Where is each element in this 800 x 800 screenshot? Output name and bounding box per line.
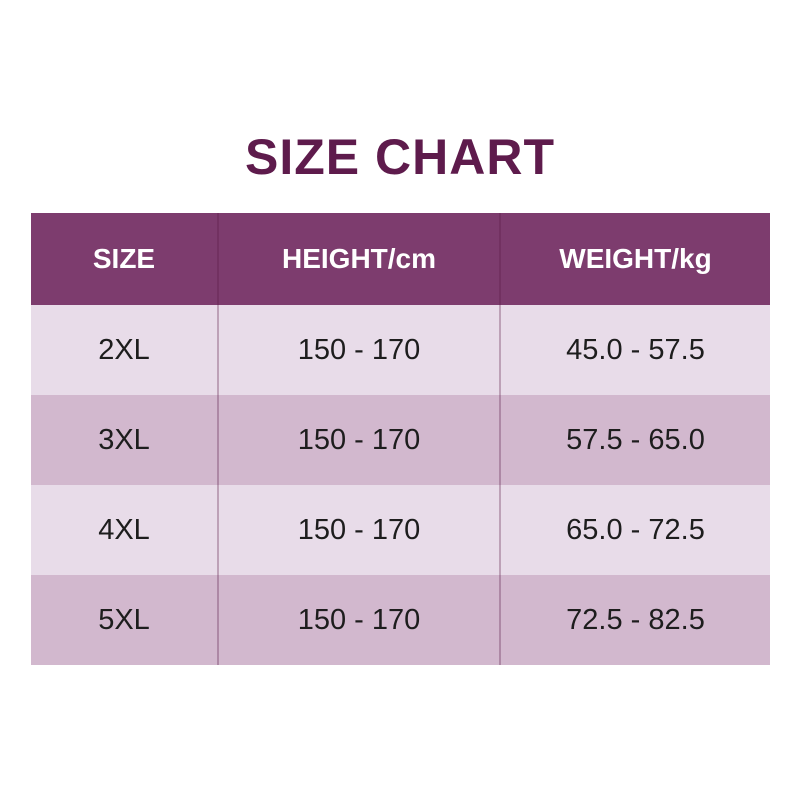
cell-height-range: 150 - 170 bbox=[217, 485, 499, 575]
cell-weight-range: 57.5 - 65.0 bbox=[499, 395, 770, 485]
table-row: 3XL 150 - 170 57.5 - 65.0 bbox=[31, 395, 770, 485]
cell-size: 4XL bbox=[98, 513, 150, 546]
header-cell-size: SIZE bbox=[92, 243, 156, 274]
cell-weight-range: 72.5 - 82.5 bbox=[499, 575, 770, 665]
cell-weight-range: 45.0 - 57.5 bbox=[499, 305, 770, 395]
header-cell-weight: WEIGHT/kg bbox=[499, 213, 770, 305]
table-header-row: SIZE HEIGHT/cm WEIGHT/kg bbox=[31, 213, 770, 305]
cell-height-range: 150 - 170 bbox=[217, 305, 499, 395]
table-row: 2XL 150 - 170 45.0 - 57.5 bbox=[31, 305, 770, 395]
page-title: SIZE CHART bbox=[245, 129, 555, 185]
cell-height-range: 150 - 170 bbox=[217, 395, 499, 485]
cell-height-range: 150 - 170 bbox=[217, 575, 499, 665]
cell-size: 5XL bbox=[98, 603, 150, 636]
cell-size: 2XL bbox=[98, 333, 150, 366]
table-row: 5XL 150 - 170 72.5 - 82.5 bbox=[31, 575, 770, 665]
cell-size: 3XL bbox=[98, 423, 150, 456]
cell-weight-range: 65.0 - 72.5 bbox=[499, 485, 770, 575]
header-cell-height: HEIGHT/cm bbox=[217, 213, 499, 305]
size-chart-table: SIZE HEIGHT/cm WEIGHT/kg 2XL 150 - 170 4… bbox=[31, 213, 770, 665]
table-row: 4XL 150 - 170 65.0 - 72.5 bbox=[31, 485, 770, 575]
